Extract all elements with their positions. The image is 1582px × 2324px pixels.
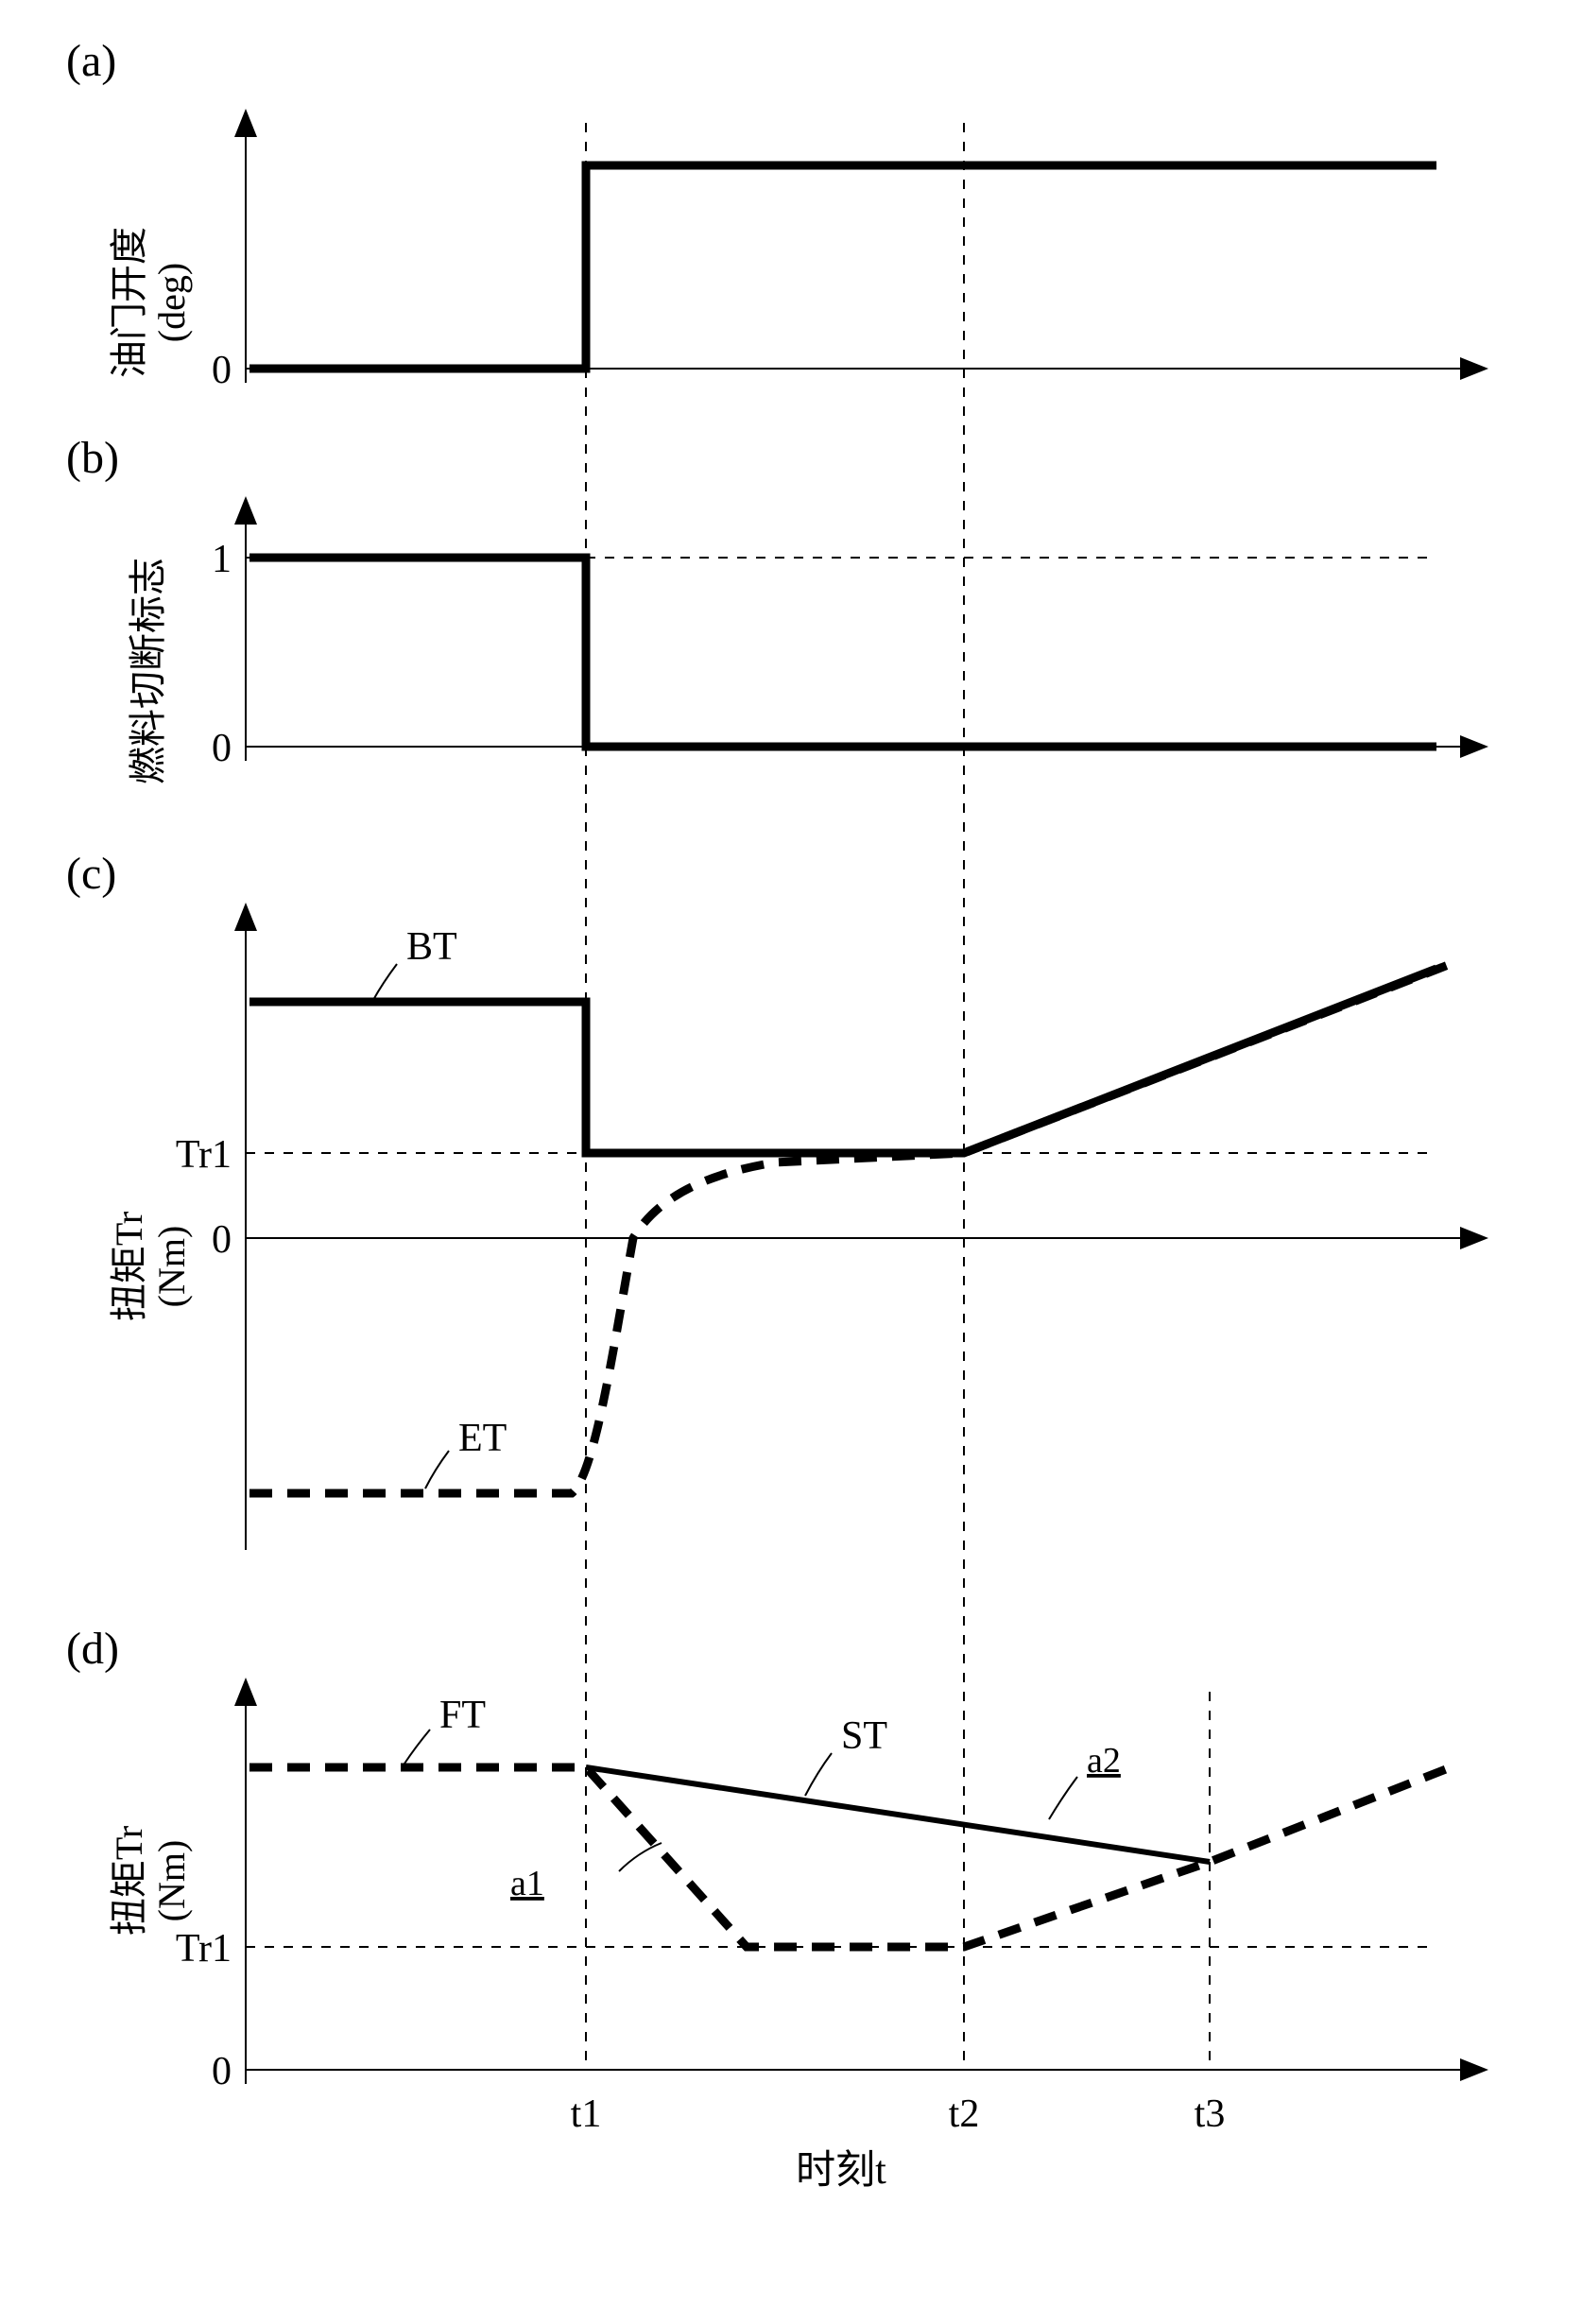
panel-d: (d) 扭矩Tr (Nm) Tr1 0 FT ST a1 a2: [66, 1624, 1488, 2093]
panel-c-tr1: Tr1: [176, 1133, 232, 1177]
t1-label: t1: [571, 2092, 602, 2136]
panel-a: (a) 油门开度 (deg) 0: [66, 36, 1488, 392]
panel-d-st-line: [586, 1767, 1210, 1862]
panel-d-zero: 0: [212, 2050, 232, 2093]
panel-b-signal: [249, 558, 1436, 747]
arrowhead-right-icon: [1460, 2058, 1488, 2081]
x-tick-labels: t1 t2 t3 时刻t: [571, 2092, 1226, 2193]
leader-line: [619, 1843, 662, 1871]
st-label: ST: [841, 1714, 887, 1758]
et-label: ET: [458, 1417, 507, 1460]
bt-label: BT: [406, 925, 457, 969]
panel-c-zero: 0: [212, 1218, 232, 1262]
leader-line: [425, 1451, 449, 1489]
panel-a-tag: (a): [66, 36, 116, 86]
panel-d-ylabel2: (Nm): [150, 1840, 193, 1922]
t3-label: t3: [1195, 2092, 1226, 2136]
arrowhead-right-icon: [1460, 735, 1488, 758]
panel-c-bt-line: [249, 969, 1436, 1153]
leader-line: [805, 1753, 832, 1796]
x-axis-label: 时刻t: [796, 2149, 886, 2193]
panel-b-one: 1: [212, 538, 232, 581]
panel-d-ylabel1: 扭矩Tr: [108, 1826, 150, 1936]
panel-c: (c) 扭矩Tr (Nm) Tr1 0 BT ET: [66, 849, 1488, 1550]
panel-c-et-line: [249, 964, 1451, 1493]
a2-label: a2: [1087, 1741, 1121, 1781]
panel-b: (b) 燃料切断标志 1 0: [66, 433, 1488, 784]
leader-line: [1049, 1777, 1077, 1819]
panel-c-ylabel1: 扭矩Tr: [108, 1212, 150, 1321]
panel-c-ylabel2: (Nm): [150, 1226, 193, 1308]
panel-c-tag: (c): [66, 849, 116, 899]
panel-b-ylabel1: 燃料切断标志: [127, 558, 169, 784]
figure-svg: (a) 油门开度 (deg) 0 (b) 燃料切断标志 1 0: [0, 0, 1582, 2324]
panel-b-tag: (b): [66, 433, 119, 483]
arrowhead-right-icon: [1460, 1227, 1488, 1249]
panel-d-tr1: Tr1: [176, 1927, 232, 1971]
arrowhead-up-icon: [234, 1678, 257, 1706]
panel-d-tag: (d): [66, 1624, 119, 1674]
panel-a-ylabel2: (deg): [150, 263, 193, 342]
panel-a-signal: [249, 165, 1436, 369]
panel-a-zero: 0: [212, 349, 232, 392]
arrowhead-up-icon: [234, 903, 257, 931]
arrowhead-up-icon: [234, 496, 257, 525]
arrowhead-right-icon: [1460, 357, 1488, 380]
leader-line: [373, 964, 397, 1000]
panel-a-ylabel1: 油门开度: [108, 227, 150, 378]
leader-line: [404, 1730, 430, 1764]
ft-label: FT: [439, 1694, 486, 1737]
arrowhead-up-icon: [234, 109, 257, 137]
a1-label: a1: [510, 1864, 544, 1903]
panel-d-ft-line: [249, 1767, 1451, 1947]
t2-label: t2: [949, 2092, 980, 2136]
panel-b-zero: 0: [212, 727, 232, 770]
